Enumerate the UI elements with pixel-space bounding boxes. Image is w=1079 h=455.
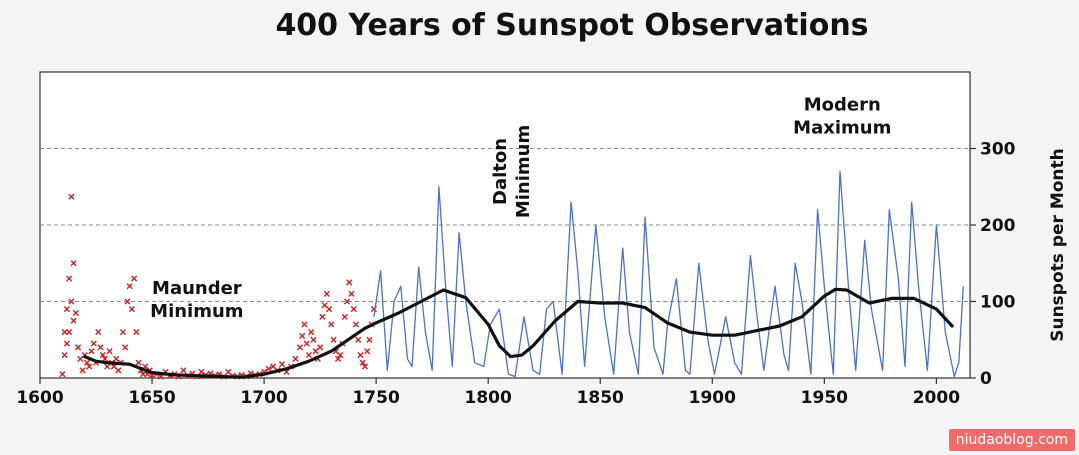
- monthly-series: [373, 170, 964, 378]
- sunspot-point: [135, 359, 142, 366]
- watermark: niudaoblog.com: [948, 429, 1075, 451]
- sunspot-point: [90, 340, 97, 347]
- monthly-sunspot-line: [373, 170, 964, 378]
- sunspot-point: [299, 332, 306, 340]
- sunspot-point: [59, 371, 66, 378]
- annotation: Dalton Minimum: [490, 125, 534, 218]
- sunspot-point: [97, 344, 104, 351]
- sunspot-point: [292, 355, 299, 362]
- sunspot-point: [66, 329, 73, 336]
- sunspot-point: [95, 329, 102, 336]
- sunspot-point: [364, 348, 371, 355]
- y-tick-label: 200: [980, 216, 1016, 236]
- sunspot-point: [83, 359, 91, 366]
- sunspot-point: [308, 329, 315, 336]
- sunspot-point: [330, 336, 337, 343]
- sunspot-point: [325, 306, 333, 313]
- sunspot-point: [61, 329, 68, 336]
- sunspot-point: [119, 329, 127, 336]
- sunspot-point: [63, 306, 70, 313]
- grid-lines: [40, 148, 970, 302]
- sunspot-point: [79, 367, 86, 374]
- y-tick-label: 100: [980, 293, 1016, 313]
- x-tick-label: 1900: [689, 388, 736, 408]
- sunspot-point: [115, 367, 122, 374]
- y-axis-label: Sunspots per Month: [1048, 148, 1068, 342]
- annotation-text: Dalton: [490, 138, 511, 205]
- sunspot-point: [343, 298, 351, 305]
- x-tick-label: 1700: [240, 388, 287, 408]
- axes: 0 100 200 300 1600 1650 1700 1750 1800 1850 1900 19…: [16, 140, 1015, 409]
- annotation-text: Maximum: [793, 117, 891, 138]
- x-tick-label: 1950: [801, 388, 848, 408]
- x-tick-label: 1750: [352, 388, 399, 408]
- sunspot-point: [337, 351, 344, 359]
- sunspot-point: [122, 344, 129, 351]
- x-tick-label: 1800: [465, 388, 512, 408]
- x-tick-label: 1850: [577, 388, 624, 408]
- x-tick-label: 2000: [913, 388, 960, 408]
- sunspot-point: [75, 344, 82, 351]
- smoothed-trend-line: [83, 287, 954, 379]
- sunspot-point: [131, 275, 138, 282]
- sunspot-point: [61, 351, 68, 359]
- sunspot-point: [198, 368, 205, 375]
- sunspot-point: [70, 317, 77, 324]
- x-tick-label: 1600: [16, 388, 63, 408]
- sunspot-point: [323, 290, 330, 297]
- sunspot-point: [350, 306, 357, 313]
- sunspot-point: [63, 340, 70, 347]
- sunspot-point: [86, 363, 93, 370]
- sunspot-point: [106, 348, 113, 355]
- sunspot-point: [359, 359, 366, 366]
- sunspot-point: [334, 355, 342, 362]
- sunspot-point: [341, 313, 348, 320]
- sunspot-point: [133, 329, 140, 336]
- y-tick-label: 0: [980, 369, 992, 389]
- sunspot-point: [124, 298, 131, 305]
- smoothed-trend: [83, 287, 954, 379]
- sunspot-point: [348, 290, 355, 297]
- sunspot-point: [303, 340, 310, 347]
- sunspot-point: [139, 371, 147, 378]
- sunspot-point: [72, 309, 79, 317]
- x-tick-label: 1650: [128, 388, 175, 408]
- sunspot-point: [265, 365, 272, 372]
- sunspot-point: [317, 344, 324, 351]
- sunspot-point: [366, 336, 373, 343]
- sunspot-point: [126, 283, 133, 290]
- sunspot-point: [346, 279, 353, 286]
- annotation-text: Modern: [804, 94, 881, 115]
- sunspot-point: [68, 193, 75, 200]
- sunspot-point: [296, 344, 304, 351]
- sunspot-point: [361, 363, 369, 370]
- y-tick-label: 300: [980, 140, 1016, 160]
- sunspot-point: [355, 336, 362, 343]
- sunspot-point: [88, 348, 95, 355]
- annotation-text: Minimum: [513, 125, 534, 218]
- sunspot-point: [357, 351, 364, 359]
- sunspot-point: [68, 298, 75, 305]
- sunspot-point: [319, 313, 326, 320]
- annotation-text: Maunder: [152, 278, 242, 299]
- annotation-text: Minimum: [150, 301, 243, 322]
- sunspot-point: [328, 321, 335, 328]
- sunspot-point: [66, 275, 73, 282]
- sunspot-point: [180, 367, 187, 374]
- sunspot-point: [305, 351, 313, 359]
- sunspot-point: [310, 336, 317, 343]
- sunspot-point: [352, 321, 360, 328]
- sunspot-point: [128, 306, 135, 313]
- sunspot-point: [70, 260, 77, 267]
- sunspot-point: [99, 351, 106, 359]
- sunspot-point: [301, 321, 308, 328]
- chart-title: 400 Years of Sunspot Observations: [275, 8, 868, 43]
- sunspot-point: [278, 361, 286, 368]
